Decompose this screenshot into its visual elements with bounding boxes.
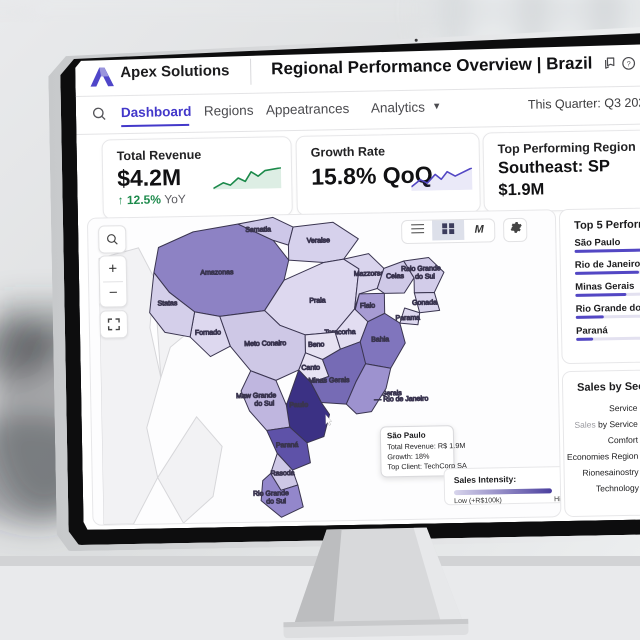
svg-text:Rio Grande: Rio Grande: [253, 490, 289, 498]
svg-text:Statas: Statas: [157, 300, 177, 307]
svg-text:Canto: Canto: [301, 365, 320, 372]
svg-text:Beno: Beno: [308, 341, 325, 348]
svg-text:Parama: Parama: [395, 315, 420, 322]
svg-text:Meto Conairo: Meto Conairo: [244, 340, 286, 348]
svg-text:Maw Grande: Maw Grande: [236, 392, 276, 400]
svg-text:Flaio: Flaio: [360, 303, 375, 310]
svg-text:— Rio de Janeiro: — Rio de Janeiro: [374, 396, 428, 404]
svg-text:Celas: Celas: [386, 273, 405, 280]
svg-text:do Sul: do Sul: [266, 498, 286, 505]
svg-text:Rasoda: Rasoda: [270, 470, 294, 477]
svg-text:do Sul: do Sul: [254, 400, 274, 407]
svg-text:do Sul: do Sul: [415, 273, 435, 280]
svg-text:Gonada: Gonada: [412, 299, 437, 306]
svg-text:Fornado: Fornado: [195, 329, 221, 336]
svg-text:Veralse: Veralse: [307, 237, 331, 244]
svg-text:Ralo Grande: Ralo Grande: [401, 265, 441, 273]
svg-text:Minas Gerais: Minas Gerais: [308, 377, 350, 385]
svg-text:Samatia: Samatia: [245, 226, 271, 233]
svg-text:Amazonas: Amazonas: [200, 269, 234, 277]
svg-text:Paraná: Paraná: [276, 442, 299, 449]
svg-text:Bahia: Bahia: [371, 336, 389, 343]
svg-text:Prala: Prala: [309, 297, 326, 304]
svg-text:Mazzorsa: Mazzorsa: [354, 270, 385, 278]
svg-text:?: ?: [627, 60, 631, 68]
